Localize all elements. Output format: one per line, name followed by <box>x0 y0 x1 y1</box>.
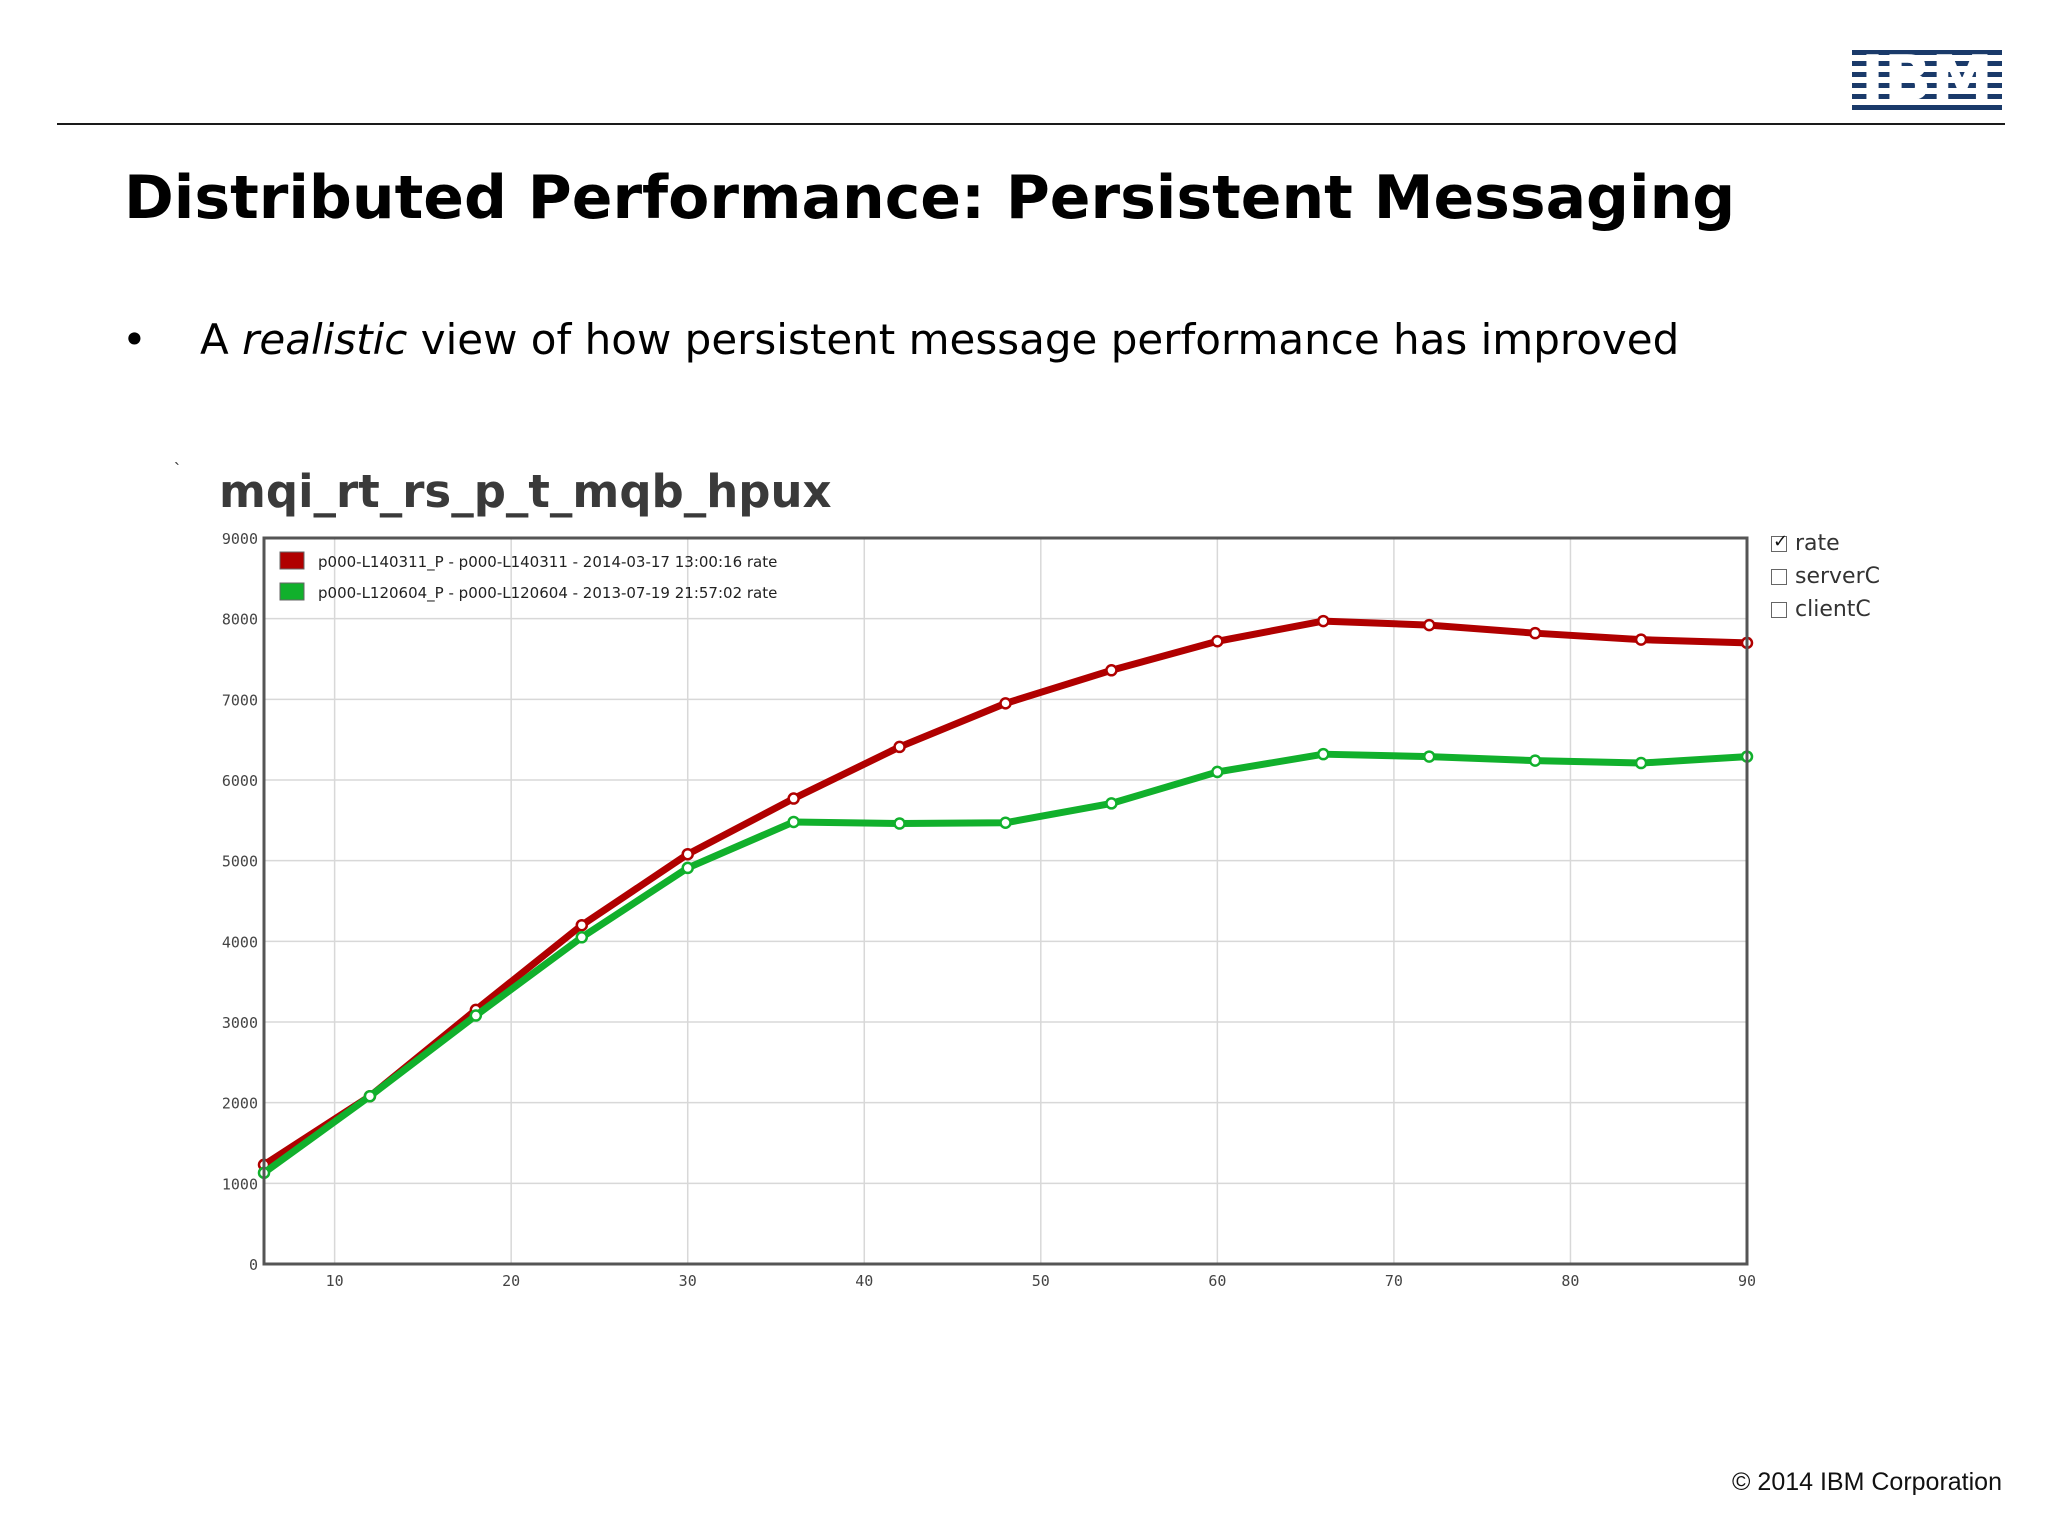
y-tick-label: 7000 <box>222 691 258 709</box>
bullet-marker: • <box>122 315 147 364</box>
toggle-rate[interactable]: rate <box>1771 527 1891 560</box>
data-point <box>469 1009 483 1022</box>
chart-title: mqi_rt_rs_p_t_mqb_hpux <box>219 465 832 518</box>
checkbox-clientc[interactable] <box>1771 601 1787 618</box>
toggle-clientc[interactable]: clientC <box>1771 593 1891 626</box>
x-tick-label: 40 <box>855 1272 873 1290</box>
header-divider <box>57 123 2005 125</box>
x-tick-label: 30 <box>679 1272 697 1290</box>
data-point <box>1528 754 1542 767</box>
data-point <box>1105 797 1118 810</box>
bullet-emphasis: realistic <box>242 315 408 364</box>
data-point <box>681 847 694 861</box>
x-tick-label: 10 <box>326 1272 344 1290</box>
data-point <box>1528 626 1542 640</box>
ibm-logo-text: IBM <box>1861 50 1993 110</box>
data-point <box>681 861 694 875</box>
toggle-serverc[interactable]: serverC <box>1771 560 1891 593</box>
toggle-clientc-label: clientC <box>1795 597 1871 622</box>
legend-swatch <box>279 551 305 570</box>
checkbox-serverc[interactable] <box>1771 568 1787 585</box>
data-point <box>1105 664 1118 677</box>
data-point <box>1422 618 1436 632</box>
data-point <box>1634 756 1648 770</box>
data-point <box>575 931 589 944</box>
data-point <box>1317 614 1330 628</box>
y-tick-label: 5000 <box>222 853 258 871</box>
stray-mark: ` <box>174 460 180 480</box>
x-tick-label: 50 <box>1032 1272 1050 1290</box>
legend-label: p000-L120604_P - p000-L120604 - 2013-07-… <box>318 584 777 603</box>
legend-label: p000-L140311_P - p000-L140311 - 2014-03-… <box>318 553 777 572</box>
data-point <box>1211 635 1224 648</box>
data-point <box>999 697 1012 710</box>
x-tick-label: 20 <box>502 1272 520 1290</box>
data-point <box>1634 633 1648 646</box>
y-tick-label: 0 <box>249 1256 258 1274</box>
plot-background <box>264 538 1747 1264</box>
plot-frame <box>262 536 1749 1266</box>
x-tick-label: 90 <box>1738 1272 1756 1290</box>
series-toggle-panel: rate serverC clientC <box>1771 527 1891 626</box>
y-tick-label: 8000 <box>222 611 258 629</box>
slide-title: Distributed Performance: Persistent Mess… <box>124 163 1736 233</box>
y-tick-label: 9000 <box>222 530 258 548</box>
x-tick-label: 80 <box>1561 1272 1579 1290</box>
data-point <box>893 817 906 830</box>
data-point <box>893 740 906 754</box>
data-point <box>575 918 589 932</box>
data-point <box>1211 765 1224 779</box>
y-tick-label: 4000 <box>222 933 258 951</box>
data-point <box>1317 747 1330 761</box>
data-point <box>787 792 800 805</box>
checkbox-rate[interactable] <box>1771 531 1788 552</box>
x-tick-label: 70 <box>1385 1272 1403 1290</box>
x-tick-label: 60 <box>1208 1272 1226 1290</box>
toggle-serverc-label: serverC <box>1795 564 1881 589</box>
y-tick-label: 1000 <box>222 1175 258 1193</box>
data-point <box>999 816 1012 830</box>
data-point <box>1422 750 1436 763</box>
bullet-point: • A realistic view of how persistent mess… <box>122 308 1679 372</box>
bullet-suffix: view of how persistent message performan… <box>407 315 1680 364</box>
toggle-rate-label: rate <box>1795 531 1840 556</box>
ibm-logo: IBM <box>1852 50 2002 110</box>
y-tick-label: 6000 <box>222 772 258 790</box>
copyright-notice: © 2014 IBM Corporation <box>1732 1468 2002 1496</box>
data-point <box>363 1089 377 1103</box>
legend-swatch <box>279 582 305 601</box>
bullet-prefix: A <box>200 315 243 364</box>
y-tick-label: 2000 <box>222 1095 258 1113</box>
y-tick-label: 3000 <box>222 1014 258 1032</box>
data-point <box>787 815 800 829</box>
